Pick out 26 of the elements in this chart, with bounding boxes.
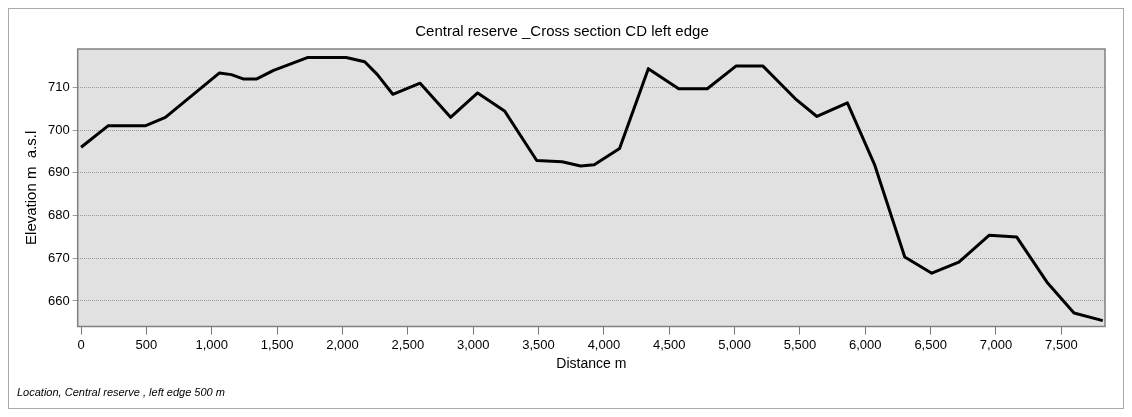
x-tick-label: 500 <box>135 336 158 352</box>
x-tick-label: 3,500 <box>522 336 555 352</box>
y-tick-label: 700 <box>47 121 70 137</box>
text: Location, Central reserve , left edge 500 m <box>17 386 225 398</box>
y-tick-label: 670 <box>47 249 70 265</box>
x-tick-label: 3,000 <box>456 336 490 352</box>
y-tick-label: 690 <box>47 164 70 180</box>
x-tick-label: 1,500 <box>260 336 294 352</box>
x-tick-label: 4,000 <box>587 336 621 352</box>
y-tick-label: 710 <box>47 79 70 95</box>
x-tick-label: 1,000 <box>195 336 229 352</box>
x-tick-label: 5,500 <box>783 336 817 352</box>
x-tick-label: 6,500 <box>914 336 947 352</box>
x-axis-title: Distance m <box>556 355 627 372</box>
chart-title: Central reserve _Cross section CD left edge <box>415 22 709 40</box>
x-tick-label: 2,500 <box>391 336 425 352</box>
x-tick-label: 7,000 <box>979 336 1013 352</box>
x-tick-label: 6,000 <box>849 336 882 352</box>
x-tick-label: 5,000 <box>718 336 751 352</box>
x-tick-label: 0 <box>77 336 85 352</box>
y-tick-label: 680 <box>47 207 70 223</box>
x-tick-label: 4,500 <box>652 336 686 352</box>
x-tick-label: 2,000 <box>326 336 359 352</box>
y-axis-title: Elevation m a.s.l <box>22 130 40 245</box>
y-tick-label: 660 <box>47 292 70 308</box>
x-tick-label: 7,500 <box>1045 336 1078 352</box>
